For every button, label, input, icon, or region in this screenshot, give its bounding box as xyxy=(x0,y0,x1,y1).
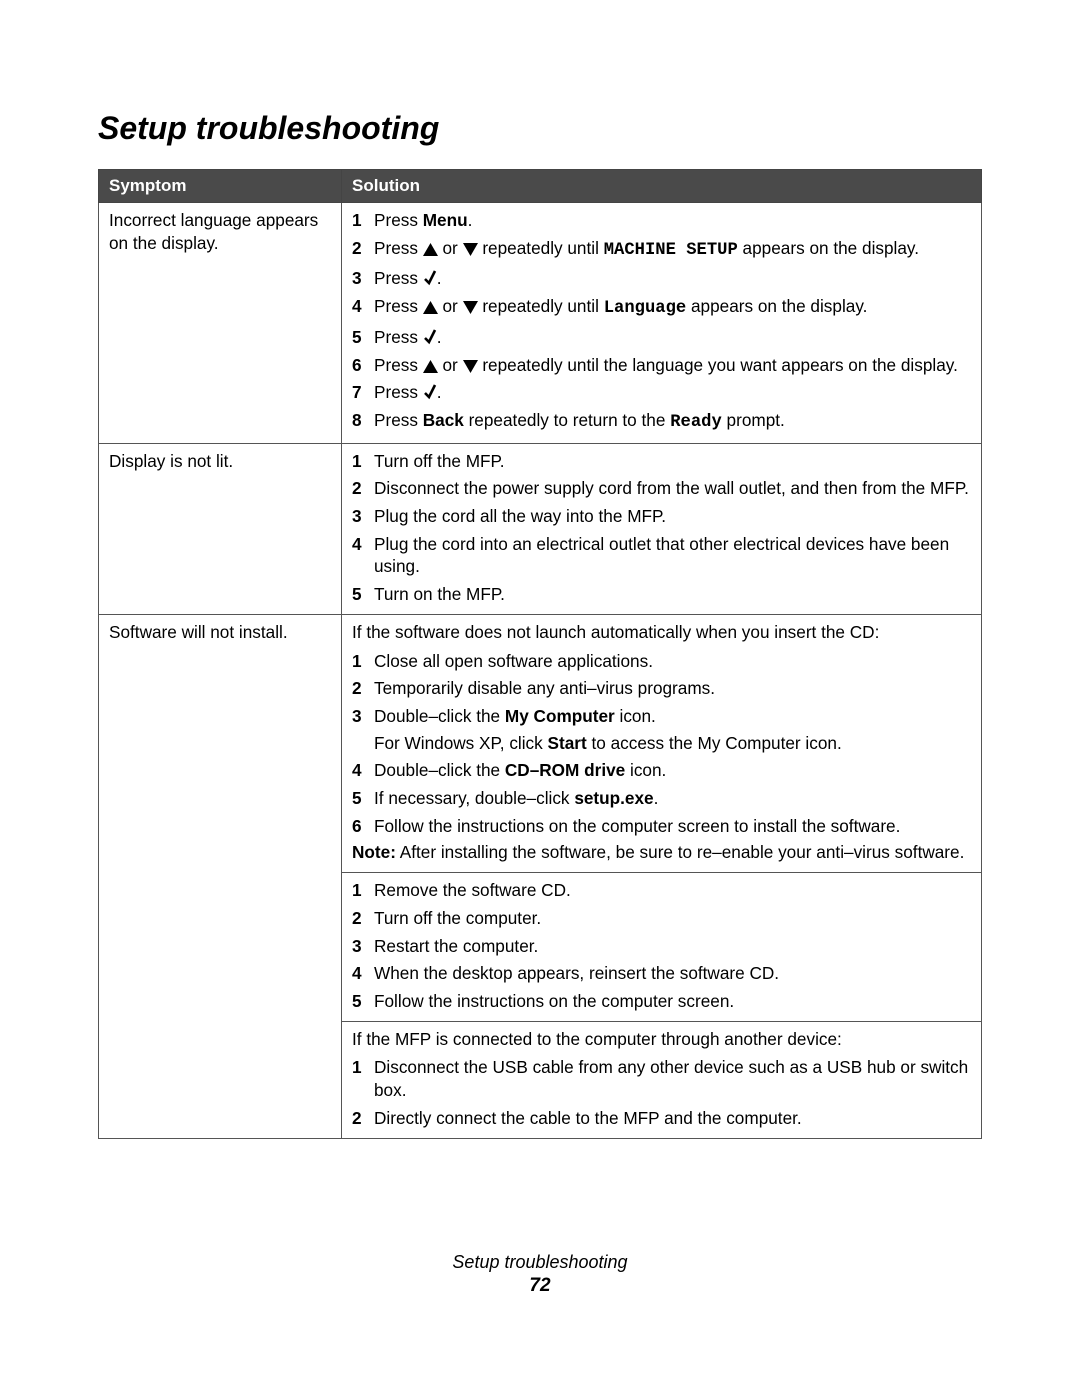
solution-cell: Turn off the MFP. Disconnect the power s… xyxy=(342,443,982,614)
troubleshooting-table: Symptom Solution Incorrect language appe… xyxy=(98,169,982,1139)
intro-text: If the MFP is connected to the computer … xyxy=(352,1028,971,1051)
steps-list: Remove the software CD. Turn off the com… xyxy=(352,879,971,1013)
table-row: Software will not install. If the softwa… xyxy=(99,614,982,872)
step: Disconnect the power supply cord from th… xyxy=(352,477,971,500)
solution-cell: If the MFP is connected to the computer … xyxy=(342,1021,982,1138)
step: Temporarily disable any anti–virus progr… xyxy=(352,677,971,700)
up-arrow-icon xyxy=(423,243,438,256)
step: Follow the instructions on the computer … xyxy=(352,990,971,1013)
step: Close all open software applications. xyxy=(352,650,971,673)
step: Double–click the CD–ROM drive icon. xyxy=(352,759,971,782)
table-row: Display is not lit. Turn off the MFP. Di… xyxy=(99,443,982,614)
step: Directly connect the cable to the MFP an… xyxy=(352,1107,971,1130)
steps-list: Turn off the MFP. Disconnect the power s… xyxy=(352,450,971,606)
solution-cell: Press Menu. Press or repeatedly until MA… xyxy=(342,203,982,444)
page-footer: Setup troubleshooting 72 xyxy=(0,1252,1080,1297)
steps-list: Press Menu. Press or repeatedly until MA… xyxy=(352,209,971,435)
step: If necessary, double–click setup.exe. xyxy=(352,787,971,810)
col-solution: Solution xyxy=(342,170,982,203)
step: Disconnect the USB cable from any other … xyxy=(352,1056,971,1101)
step: Turn on the MFP. xyxy=(352,583,971,606)
symptom-cell: Incorrect language appears on the displa… xyxy=(99,203,342,444)
step: Plug the cord all the way into the MFP. xyxy=(352,505,971,528)
up-arrow-icon xyxy=(423,360,438,373)
check-icon xyxy=(423,270,437,286)
symptom-cell: Display is not lit. xyxy=(99,443,342,614)
down-arrow-icon xyxy=(463,243,478,256)
steps-list: Close all open software applications. Te… xyxy=(352,650,971,838)
step: Double–click the My Computer icon. For W… xyxy=(352,705,971,754)
step: Turn off the MFP. xyxy=(352,450,971,473)
table-header-row: Symptom Solution xyxy=(99,170,982,203)
step: Follow the instructions on the computer … xyxy=(352,815,971,838)
step: Remove the software CD. xyxy=(352,879,971,902)
down-arrow-icon xyxy=(463,301,478,314)
step: When the desktop appears, reinsert the s… xyxy=(352,962,971,985)
footer-section: Setup troubleshooting xyxy=(0,1252,1080,1273)
down-arrow-icon xyxy=(463,360,478,373)
step: Press or repeatedly until the language y… xyxy=(352,354,971,377)
page-title: Setup troubleshooting xyxy=(98,110,982,147)
step: Press Back repeatedly to return to the R… xyxy=(352,409,971,435)
step: Turn off the computer. xyxy=(352,907,971,930)
step: Press Menu. xyxy=(352,209,971,232)
step: Press . xyxy=(352,326,971,349)
step: Restart the computer. xyxy=(352,935,971,958)
step: Plug the cord into an electrical outlet … xyxy=(352,533,971,578)
page: Setup troubleshooting Symptom Solution I… xyxy=(0,0,1080,1397)
symptom-cell: Software will not install. xyxy=(99,614,342,1138)
sub-step: For Windows XP, click Start to access th… xyxy=(374,732,971,755)
steps-list: Disconnect the USB cable from any other … xyxy=(352,1056,971,1129)
table-row: Incorrect language appears on the displa… xyxy=(99,203,982,444)
solution-cell: Remove the software CD. Turn off the com… xyxy=(342,873,982,1022)
step: Press or repeatedly until Language appea… xyxy=(352,295,971,321)
step: Press . xyxy=(352,381,971,404)
up-arrow-icon xyxy=(423,301,438,314)
check-icon xyxy=(423,384,437,400)
step: Press or repeatedly until MACHINE SETUP … xyxy=(352,237,971,263)
check-icon xyxy=(423,329,437,345)
solution-cell: If the software does not launch automati… xyxy=(342,614,982,872)
intro-text: If the software does not launch automati… xyxy=(352,621,971,644)
step: Press . xyxy=(352,267,971,290)
note: Note: After installing the software, be … xyxy=(352,841,971,864)
footer-page-number: 72 xyxy=(0,1275,1080,1297)
col-symptom: Symptom xyxy=(99,170,342,203)
